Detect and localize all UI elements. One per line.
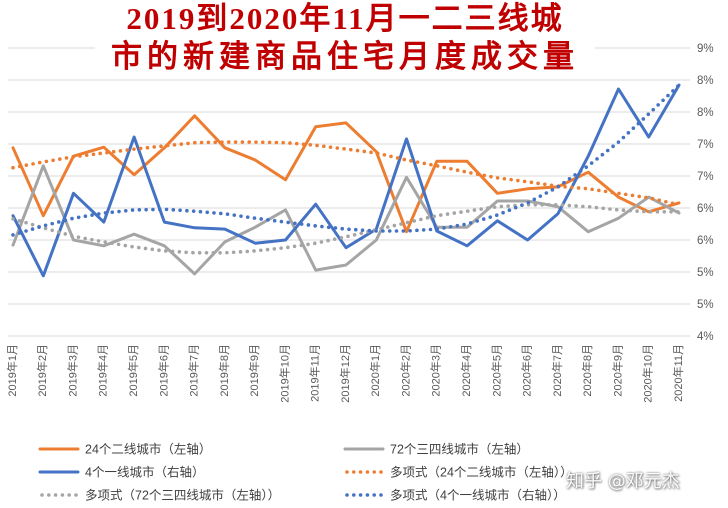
right-axis-tick-labels: 9% 8% 8% 7% 7% 6% 6% 5% 5% 4% xyxy=(697,43,714,343)
chart-title-line-1: 2019到2020年11月一二三线城 xyxy=(126,1,564,36)
legend-label: 4个一线城市（右轴） xyxy=(85,465,204,480)
legend-item: 24个二线城市（左轴） xyxy=(38,442,211,457)
x-axis-tick-label: 2019年8月 xyxy=(217,344,231,397)
x-axis-tick-label: 2019年10月 xyxy=(277,344,291,403)
legend-item: 多项式（4个一线城市（右轴）） xyxy=(345,488,566,503)
legend-label: 多项式（24个二线城市（左轴）） xyxy=(390,465,573,480)
right-axis-tick-label: 8% xyxy=(697,107,714,119)
x-axis-tick-label: 2019年4月 xyxy=(96,344,110,397)
x-axis-tick-label: 2020年1月 xyxy=(368,344,382,397)
legend-item: 多项式（24个二线城市（左轴）） xyxy=(345,465,573,480)
x-axis-tick-label: 2020年6月 xyxy=(520,344,534,397)
x-axis-tick-label: 2019年7月 xyxy=(187,344,201,397)
right-axis-tick-label: 7% xyxy=(697,171,714,183)
legend-label: 24个二线城市（左轴） xyxy=(85,442,211,457)
x-axis-tick-label: 2020年4月 xyxy=(459,344,473,397)
x-axis-tick-label: 2020年3月 xyxy=(429,344,443,397)
right-axis-tick-label: 4% xyxy=(697,331,714,343)
chart-title-line-2: 市的新建商品住宅月度成交量 xyxy=(111,39,579,74)
trend-line-5 xyxy=(11,83,681,237)
legend-item: 多项式（72个三四线城市（左轴）） xyxy=(40,488,280,503)
series-line-2 xyxy=(11,83,681,278)
right-axis-tick-label: 6% xyxy=(697,235,714,247)
trend-lines xyxy=(11,83,681,255)
series-line-1 xyxy=(11,164,681,276)
x-axis-tick-label: 2019年11月 xyxy=(308,344,322,402)
trend-line-4 xyxy=(11,203,681,255)
x-axis-tick-label: 2020年7月 xyxy=(550,344,564,397)
legend-label: 多项式（4个一线城市（右轴）） xyxy=(390,488,566,503)
x-axis-tick-label: 2020年11月 xyxy=(671,344,685,402)
x-axis-tick-label: 2019年9月 xyxy=(247,344,261,397)
series-lines xyxy=(11,83,681,278)
x-axis-tick-label: 2020年10月 xyxy=(641,344,655,403)
x-axis-tick-label: 2019年3月 xyxy=(65,344,79,397)
chart-title: 2019到2020年11月一二三线城 市的新建商品住宅月度成交量 xyxy=(95,0,595,78)
right-axis-tick-label: 7% xyxy=(697,139,714,151)
x-axis-tick-label: 2020年9月 xyxy=(610,344,624,397)
x-axis-tick-label: 2020年8月 xyxy=(580,344,594,397)
legend-item: 72个三四线城市（左轴） xyxy=(343,442,529,457)
right-axis-tick-label: 5% xyxy=(697,299,714,311)
x-axis-tick-label: 2019年6月 xyxy=(156,344,170,397)
right-axis-tick-label: 5% xyxy=(697,267,714,279)
legend-item: 4个一线城市（右轴） xyxy=(38,465,204,480)
x-axis-tick-label: 2019年12月 xyxy=(338,344,352,403)
legend-label: 多项式（72个三四线城市（左轴）） xyxy=(85,488,280,503)
watermark: 知乎 @邓元杰 xyxy=(566,471,680,492)
right-axis-tick-label: 9% xyxy=(697,43,714,55)
x-axis-tick-label: 2019年1月 xyxy=(5,344,19,397)
x-axis-tick-labels: 2019年1月 2019年2月 2019年3月 2019年4月 2019年5月 2019年… xyxy=(5,344,685,403)
x-axis-tick-label: 2019年5月 xyxy=(126,344,140,397)
x-axis-tick-label: 2020年5月 xyxy=(489,344,503,397)
right-axis-tick-label: 6% xyxy=(697,203,714,215)
x-axis-tick-label: 2020年2月 xyxy=(398,344,412,397)
right-axis-tick-label: 8% xyxy=(697,75,714,87)
legend-label: 72个三四线城市（左轴） xyxy=(390,442,529,457)
legend: 24个二线城市（左轴） 72个三四线城市（左轴） 4个一线城市（右轴） 多项式（24个… xyxy=(38,442,573,503)
x-axis-tick-label: 2019年2月 xyxy=(35,344,49,397)
gridlines xyxy=(8,47,690,337)
